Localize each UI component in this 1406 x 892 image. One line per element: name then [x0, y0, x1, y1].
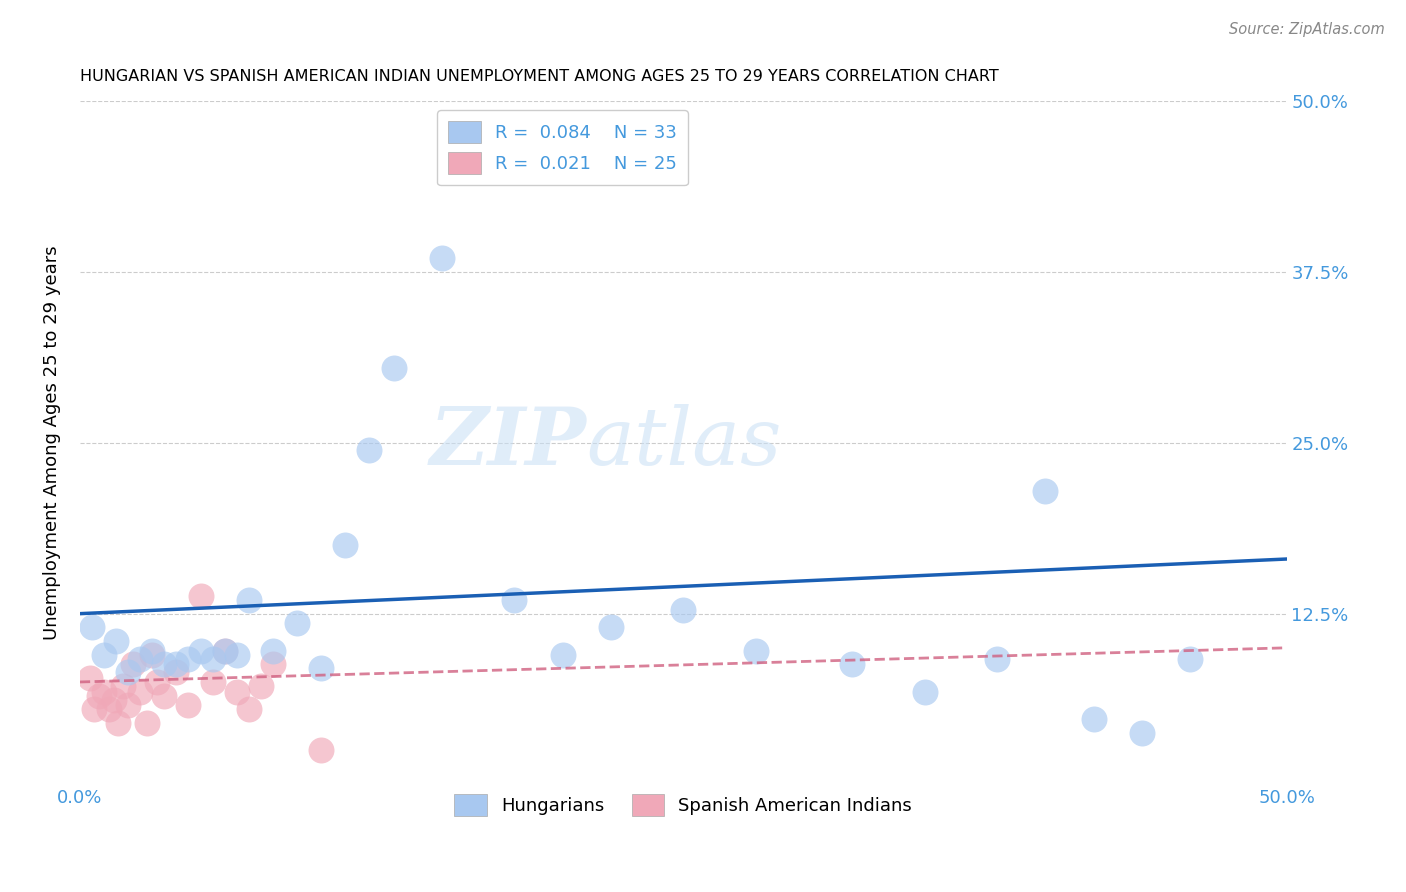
- Point: [359, 442, 381, 457]
- Point: [190, 589, 212, 603]
- Point: [285, 616, 308, 631]
- Point: [430, 252, 453, 266]
- Point: [1178, 652, 1201, 666]
- Point: [250, 679, 273, 693]
- Point: [89, 689, 111, 703]
- Y-axis label: Unemployment Among Ages 25 to 29 years: Unemployment Among Ages 25 to 29 years: [44, 245, 60, 640]
- Point: [599, 620, 621, 634]
- Text: Source: ZipAtlas.com: Source: ZipAtlas.com: [1229, 22, 1385, 37]
- Point: [309, 661, 332, 675]
- Point: [214, 643, 236, 657]
- Point: [122, 657, 145, 672]
- Point: [1033, 483, 1056, 498]
- Point: [744, 643, 766, 657]
- Point: [672, 602, 695, 616]
- Point: [165, 657, 187, 672]
- Point: [105, 634, 128, 648]
- Point: [83, 702, 105, 716]
- Point: [841, 657, 863, 672]
- Point: [335, 538, 357, 552]
- Point: [129, 652, 152, 666]
- Point: [238, 593, 260, 607]
- Point: [79, 671, 101, 685]
- Point: [117, 698, 139, 713]
- Point: [129, 684, 152, 698]
- Point: [112, 679, 135, 693]
- Point: [1130, 725, 1153, 739]
- Point: [190, 643, 212, 657]
- Point: [262, 657, 284, 672]
- Text: ZIP: ZIP: [430, 404, 586, 482]
- Point: [117, 665, 139, 680]
- Point: [141, 643, 163, 657]
- Point: [177, 652, 200, 666]
- Point: [103, 692, 125, 706]
- Point: [146, 675, 169, 690]
- Point: [141, 648, 163, 662]
- Point: [914, 684, 936, 698]
- Point: [503, 593, 526, 607]
- Point: [107, 715, 129, 730]
- Point: [986, 652, 1008, 666]
- Point: [153, 689, 176, 703]
- Point: [93, 648, 115, 662]
- Point: [201, 675, 224, 690]
- Point: [551, 648, 574, 662]
- Point: [97, 702, 120, 716]
- Legend: Hungarians, Spanish American Indians: Hungarians, Spanish American Indians: [447, 787, 920, 823]
- Text: HUNGARIAN VS SPANISH AMERICAN INDIAN UNEMPLOYMENT AMONG AGES 25 TO 29 YEARS CORR: HUNGARIAN VS SPANISH AMERICAN INDIAN UNE…: [80, 69, 998, 84]
- Point: [225, 684, 247, 698]
- Point: [238, 702, 260, 716]
- Point: [1083, 712, 1105, 726]
- Text: atlas: atlas: [586, 404, 782, 482]
- Point: [177, 698, 200, 713]
- Point: [262, 643, 284, 657]
- Point: [382, 360, 405, 375]
- Point: [153, 657, 176, 672]
- Point: [93, 684, 115, 698]
- Point: [201, 652, 224, 666]
- Point: [80, 620, 103, 634]
- Point: [214, 643, 236, 657]
- Point: [309, 743, 332, 757]
- Point: [225, 648, 247, 662]
- Point: [165, 665, 187, 680]
- Point: [136, 715, 159, 730]
